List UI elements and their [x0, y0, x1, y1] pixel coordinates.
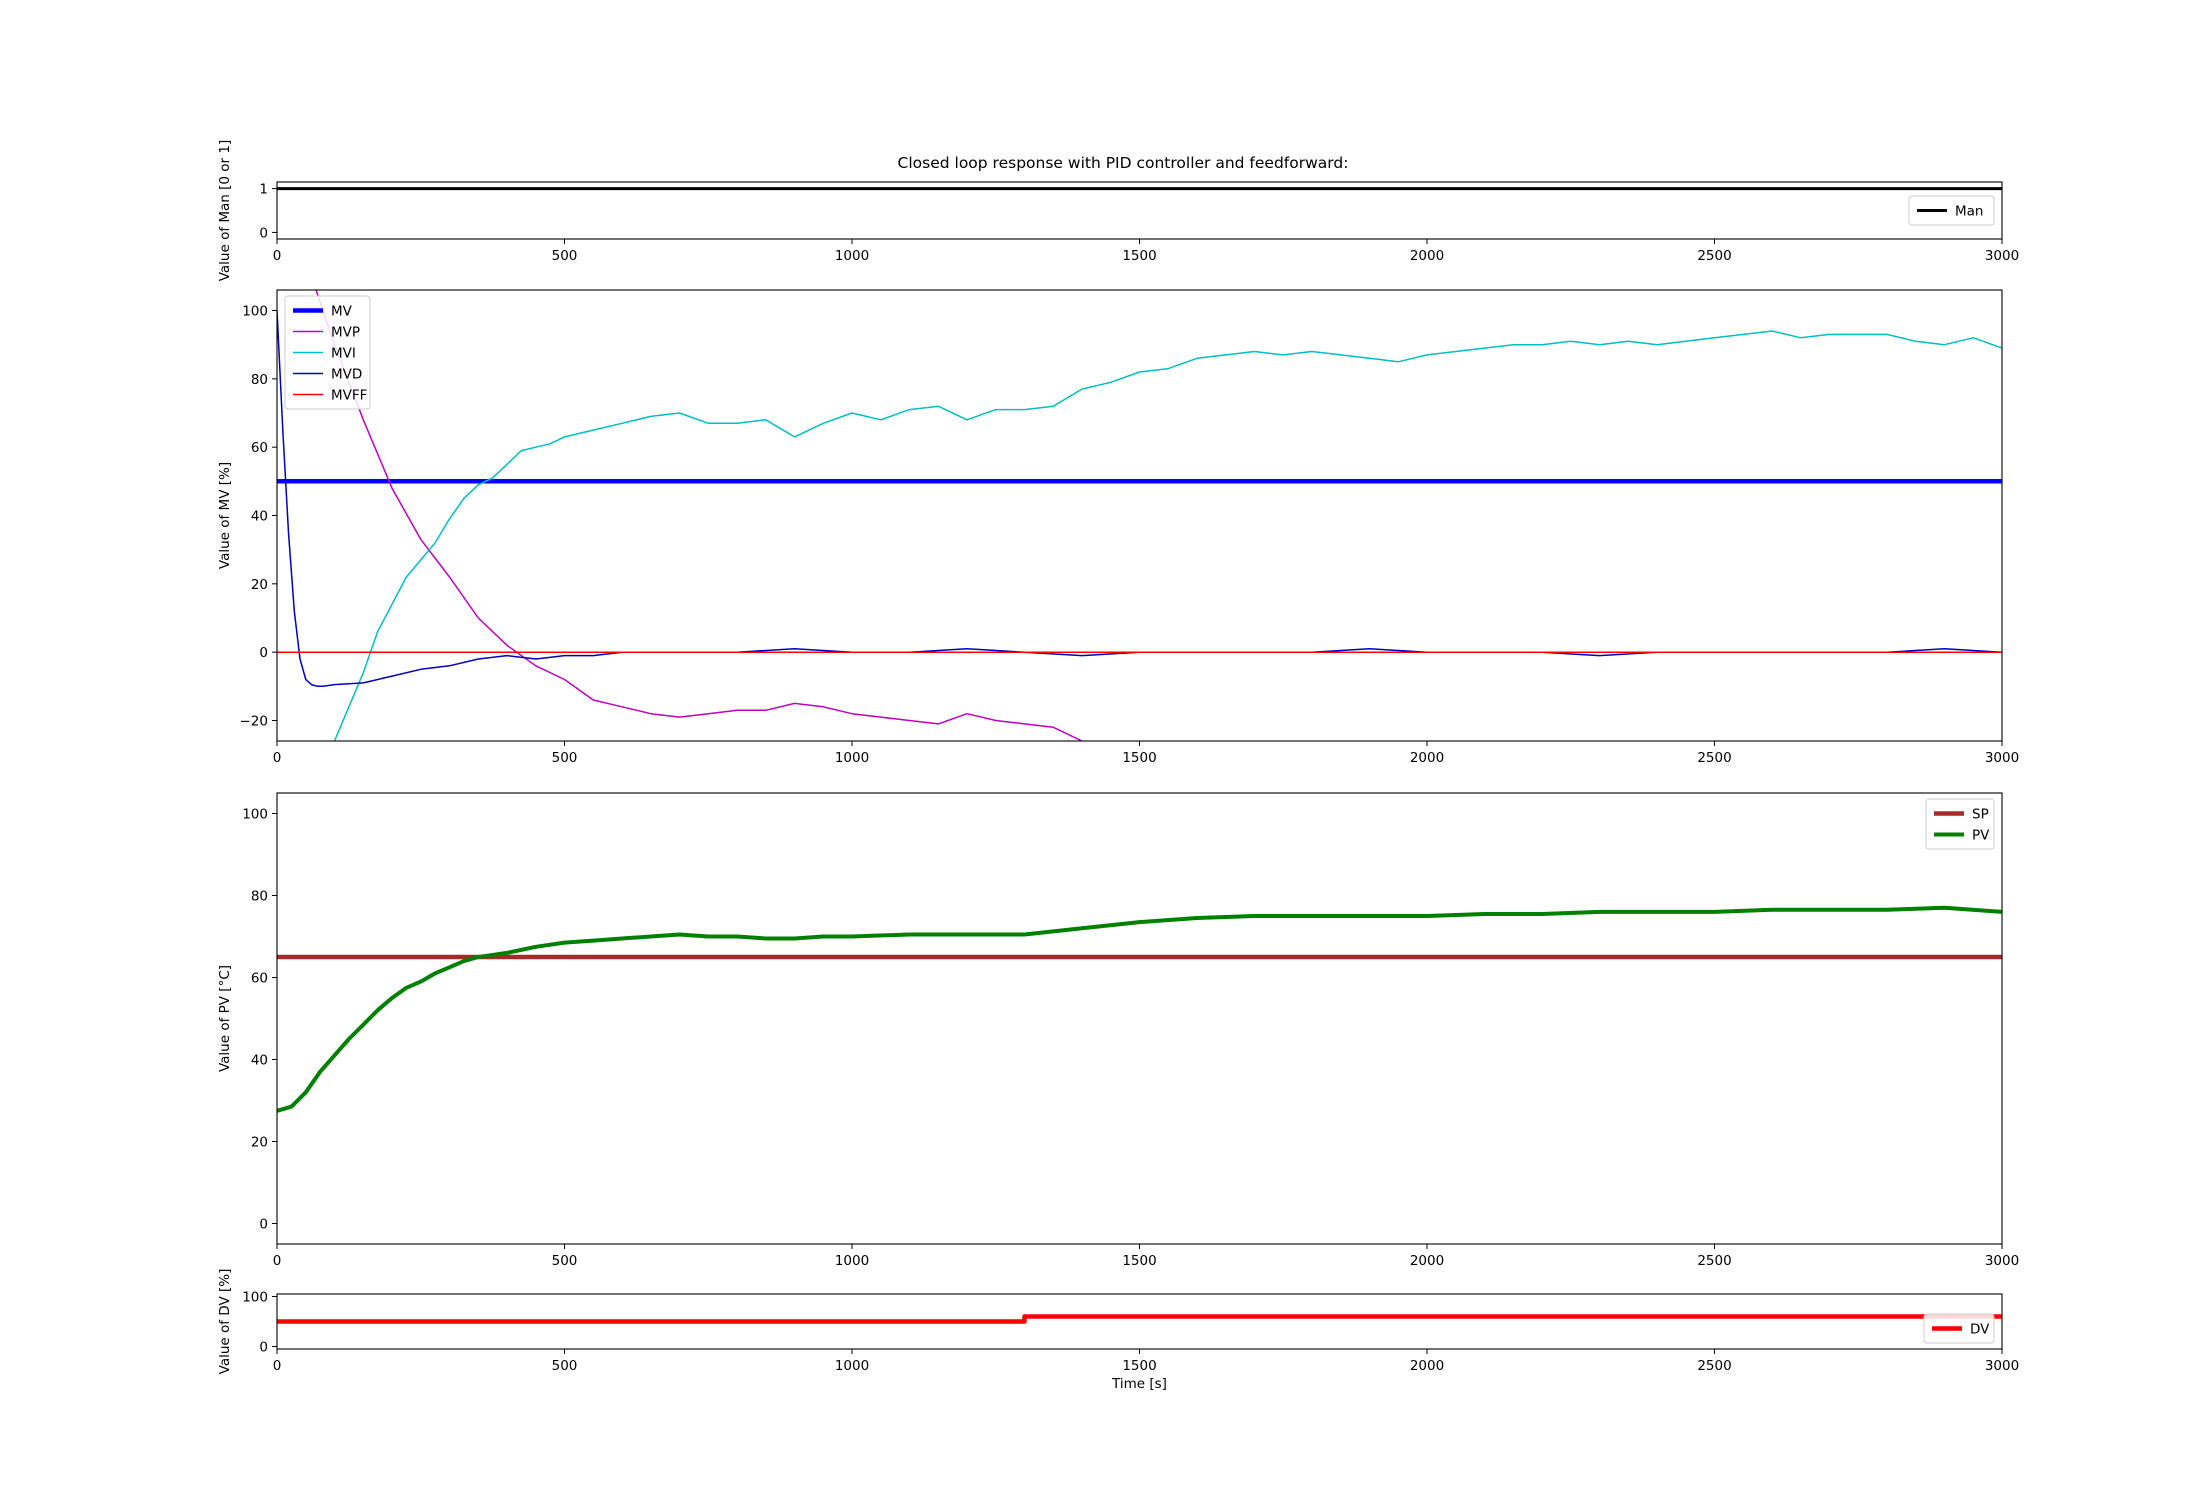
y-tick-label: 100 [242, 304, 268, 320]
legend: SP PV [1925, 798, 1995, 850]
panel-dv: 0 500 1000 1500 2000 2500 3000 0 100 Value of DV … [217, 1269, 2019, 1392]
x-tick-label: 1000 [835, 1358, 869, 1374]
panel-mv: 0 500 1000 1500 2000 2500 3000 −20 0 20 40 60 80 100 V… [217, 289, 2019, 766]
y-tick-label: −20 [240, 714, 269, 730]
y-axis-label: Value of PV [°C] [217, 965, 233, 1072]
x-tick-label: 500 [552, 1358, 578, 1374]
legend-label-mvd: MVD [331, 367, 362, 383]
y-tick-label: 0 [259, 645, 268, 661]
y-tick-label: 40 [251, 1053, 268, 1069]
x-tick-label: 3000 [1985, 248, 2019, 264]
x-tick-label: 1000 [835, 1253, 869, 1269]
x-tick-label: 1000 [835, 750, 869, 766]
panel-man: 0 500 1000 1500 2000 2500 3000 0 1 Value of Man [… [217, 140, 2019, 282]
legend: MV MVP MVI MVD MVFF [284, 295, 371, 410]
x-tick-label: 1500 [1122, 248, 1156, 264]
y-tick-label: 20 [251, 1135, 268, 1151]
x-tick-label: 0 [273, 1253, 282, 1269]
y-tick-label: 0 [259, 225, 268, 241]
y-tick-label: 80 [251, 372, 268, 388]
legend-label-sp: SP [1972, 807, 1989, 823]
y-tick-label: 20 [251, 577, 268, 593]
x-tick-label: 0 [273, 248, 282, 264]
x-axis-label: Time [s] [1111, 1376, 1167, 1392]
x-tick-label: 3000 [1985, 1253, 2019, 1269]
y-tick-label: 60 [251, 440, 268, 456]
series-line-dv [277, 1314, 2002, 1324]
legend-label-mv: MV [331, 304, 353, 320]
x-tick-label: 2500 [1697, 248, 1731, 264]
x-tick-label: 1500 [1122, 1358, 1156, 1374]
x-tick-label: 2500 [1697, 1253, 1731, 1269]
series-line-mvi [333, 330, 2002, 741]
x-tick-label: 500 [552, 1253, 578, 1269]
panel-series-group [277, 290, 2002, 741]
series-line-mvp [315, 290, 1083, 741]
x-tick-label: 2500 [1697, 1358, 1731, 1374]
x-tick-label: 0 [273, 1358, 282, 1374]
x-tick-label: 2000 [1410, 1253, 1444, 1269]
x-tick-label: 3000 [1985, 1358, 2019, 1374]
series-line-pv [277, 905, 2002, 1113]
x-tick-label: 1500 [1122, 750, 1156, 766]
y-tick-label: 60 [251, 971, 268, 987]
y-tick-label: 40 [251, 509, 268, 525]
y-tick-label: 0 [259, 1340, 268, 1356]
x-tick-label: 2000 [1410, 750, 1444, 766]
legend: DV [1923, 1313, 1995, 1344]
panel-series-group [277, 905, 2002, 1113]
y-tick-label: 0 [259, 1217, 268, 1233]
legend-label-mvp: MVP [331, 325, 360, 341]
legend-label-mvff: MVFF [331, 388, 367, 404]
y-tick-label: 1 [259, 182, 268, 198]
legend-label-dv: DV [1970, 1322, 1990, 1338]
panel-pv: 0 500 1000 1500 2000 2500 3000 0 20 40 60 80 100 Valu… [217, 792, 2019, 1269]
x-tick-label: 1000 [835, 248, 869, 264]
x-tick-label: 3000 [1985, 750, 2019, 766]
x-tick-label: 500 [552, 248, 578, 264]
x-tick-label: 0 [273, 750, 282, 766]
legend-label-pv: PV [1972, 828, 1990, 844]
legend-frame [1908, 195, 1995, 226]
x-tick-label: 2500 [1697, 750, 1731, 766]
y-axis-label: Value of Man [0 or 1] [217, 140, 233, 282]
legend-label-mvi: MVI [331, 346, 356, 362]
x-tick-label: 1500 [1122, 1253, 1156, 1269]
y-axis-label: Value of DV [%] [217, 1269, 233, 1375]
legend-label-man: Man [1955, 204, 1983, 220]
legend: Man [1908, 195, 1995, 226]
panel-series-group [277, 1314, 2002, 1324]
series-line-mvd [277, 310, 2002, 688]
y-tick-label: 100 [242, 1290, 268, 1306]
x-tick-label: 2000 [1410, 248, 1444, 264]
figure-title: Closed loop response with PID controller… [898, 154, 1349, 172]
x-tick-label: 500 [552, 750, 578, 766]
x-tick-label: 2000 [1410, 1358, 1444, 1374]
legend-frame [284, 295, 371, 410]
y-tick-label: 100 [242, 807, 268, 823]
y-tick-label: 80 [251, 889, 268, 905]
y-axis-label: Value of MV [%] [217, 462, 233, 569]
